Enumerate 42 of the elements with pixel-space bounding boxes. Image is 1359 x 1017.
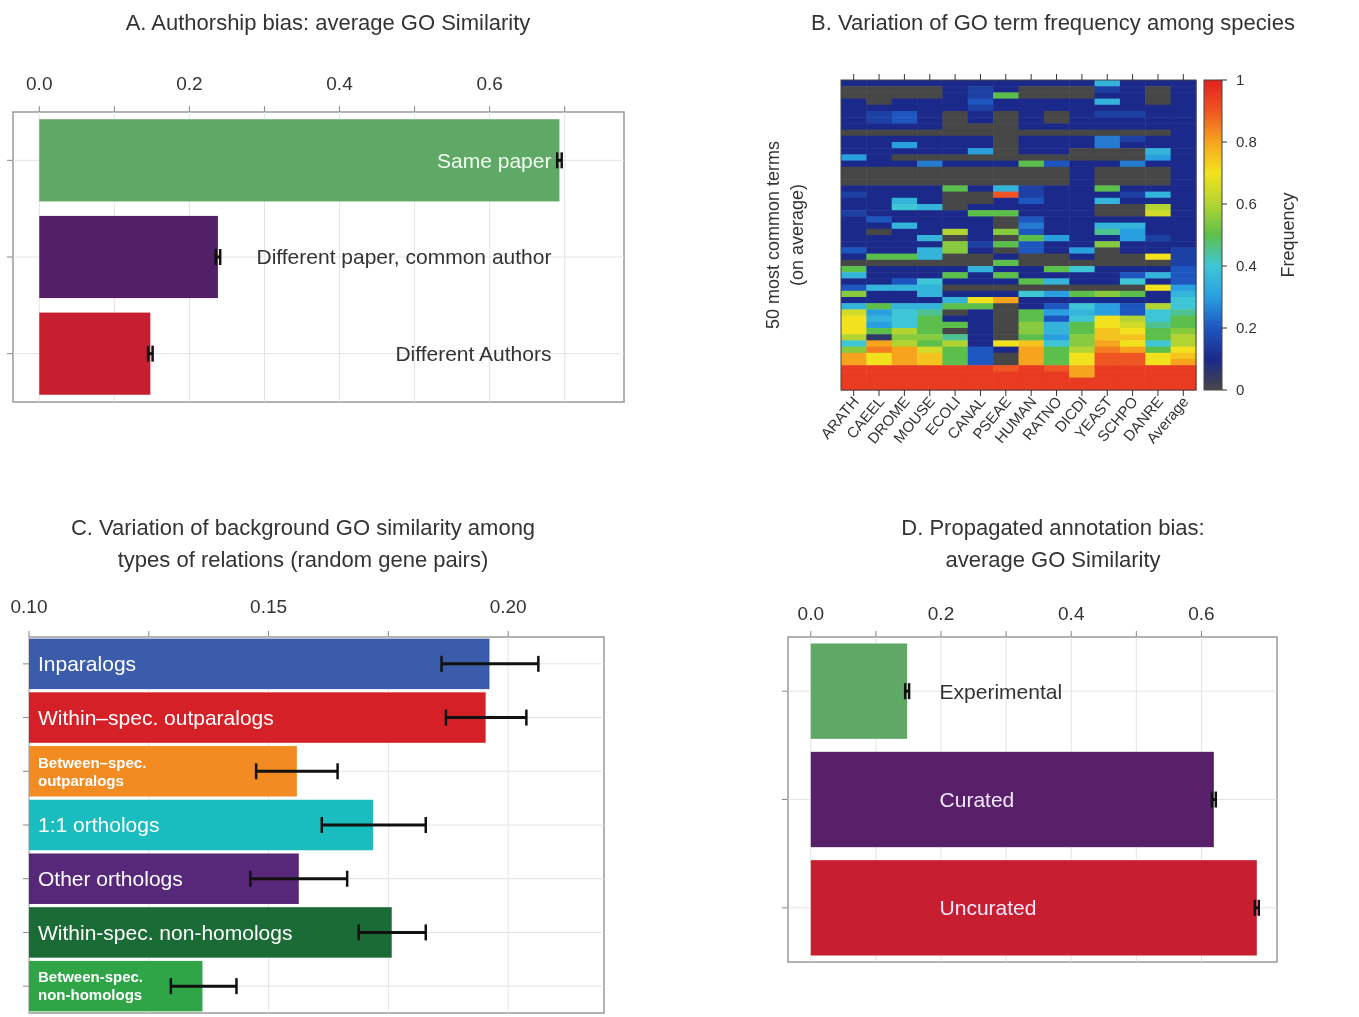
color-bar-label: 0.2 xyxy=(1236,319,1257,336)
bar xyxy=(39,312,151,395)
color-bar-label: 0.8 xyxy=(1236,133,1257,150)
color-bar-label: 0.6 xyxy=(1236,195,1257,212)
category-label: Different paper, common author xyxy=(256,245,552,269)
bar xyxy=(39,215,218,299)
x-tick-label: 0.10 xyxy=(10,596,48,617)
category-label: Within–spec. outparalogs xyxy=(38,705,274,729)
category-label: Other orthologs xyxy=(38,867,183,891)
chart-title: D. Propagated annotation bias: average GO Similarity xyxy=(901,515,1205,572)
category-label: Experimental xyxy=(939,679,1063,703)
x-tick-label: 0.0 xyxy=(26,73,53,94)
category-label: Uncurated xyxy=(939,896,1037,920)
bar xyxy=(810,860,1257,956)
y-axis-title: 50 most common terms (on average) xyxy=(763,140,807,330)
chart-title: A. Authorship bias: average GO Similarity xyxy=(125,10,531,35)
color-bar-label: 1 xyxy=(1236,71,1245,88)
category-label: 1:1 orthologs xyxy=(38,813,160,837)
color-bar-title: Frequency xyxy=(1278,192,1298,278)
x-tick-label: 0.4 xyxy=(326,73,354,94)
bar xyxy=(810,643,908,739)
color-bar-label: 0 xyxy=(1236,381,1245,398)
category-label: Same paper xyxy=(437,148,552,172)
category-label: Between-spec. non-homologs xyxy=(38,968,144,1004)
x-tick-label: 0.6 xyxy=(1188,603,1215,624)
x-tick-label: 0.4 xyxy=(1058,603,1085,624)
category-label: Different Authors xyxy=(395,342,552,366)
chart-title: B. Variation of GO term frequency among species xyxy=(811,10,1295,35)
bar xyxy=(810,751,1214,848)
color-bar-label: 0.4 xyxy=(1236,257,1257,274)
x-tick-label: 0.6 xyxy=(476,73,503,94)
bar xyxy=(39,119,560,202)
x-tick-label: 0.2 xyxy=(176,73,203,94)
x-tick-label: 0.0 xyxy=(797,603,824,624)
category-label: Within-spec. non-homologs xyxy=(38,920,293,944)
chart-title: C. Variation of background GO similarity among types of relations (random gene pairs) xyxy=(70,515,536,572)
x-tick-label: 0.20 xyxy=(489,596,527,617)
category-label: Curated xyxy=(939,787,1015,811)
category-label: Between–spec. outparalogs xyxy=(38,753,147,789)
category-label: Inparalogs xyxy=(38,652,137,676)
x-tick-label: 0.2 xyxy=(927,603,955,624)
x-tick-label: 0.15 xyxy=(250,596,288,617)
